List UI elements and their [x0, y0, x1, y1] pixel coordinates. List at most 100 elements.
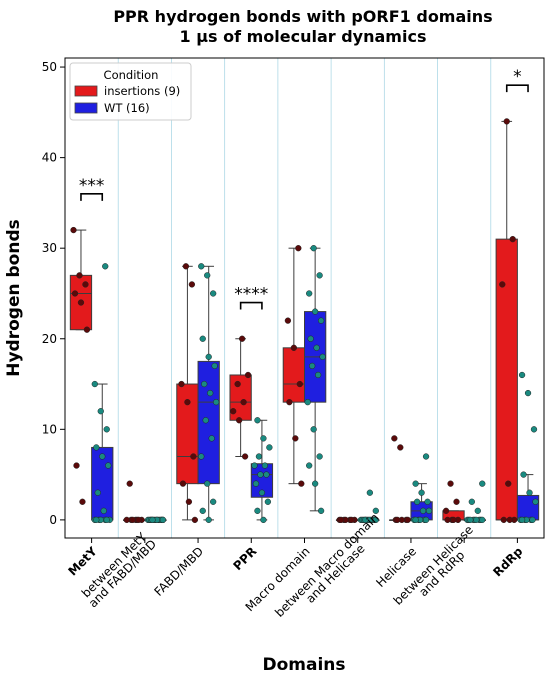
- data-point: [103, 516, 110, 524]
- data-point: [424, 498, 431, 505]
- data-point: [316, 453, 323, 460]
- data-point: [100, 507, 107, 514]
- data-point: [419, 507, 427, 514]
- y-axis-ticks: 0 10 20 30 40 50: [42, 60, 65, 527]
- legend: Condition insertions (9) WT (16): [69, 62, 192, 121]
- data-point: [319, 353, 326, 361]
- data-point: [295, 245, 302, 252]
- chart-subtitle: 1 µs of molecular dynamics: [180, 27, 427, 46]
- data-point: [310, 245, 317, 252]
- data-point: [266, 444, 273, 451]
- x-tick-label: between MetYand FABD/MBD: [77, 528, 159, 610]
- data-point: [479, 516, 486, 524]
- data-point: [202, 417, 209, 424]
- data-point: [71, 290, 79, 297]
- legend-frame: [69, 62, 192, 121]
- data-point: [252, 480, 260, 487]
- data-point: [391, 435, 398, 442]
- data-point: [123, 516, 130, 524]
- data-point: [372, 516, 379, 524]
- data-point: [310, 426, 317, 433]
- data-point: [234, 380, 241, 388]
- data-point: [70, 226, 77, 234]
- data-point: [94, 489, 101, 496]
- y-tick-label: 30: [42, 241, 57, 255]
- x-tick-label: PPR: [231, 544, 260, 573]
- data-point: [500, 516, 507, 524]
- data-point: [532, 498, 539, 505]
- data-point: [205, 516, 212, 524]
- data-point: [254, 417, 261, 424]
- data-point: [73, 462, 80, 469]
- data-point: [418, 489, 425, 496]
- data-point: [210, 290, 217, 297]
- data-point: [425, 507, 433, 514]
- data-point: [311, 308, 319, 315]
- data-point: [337, 516, 345, 524]
- data-point: [422, 516, 430, 524]
- data-point: [213, 399, 220, 406]
- data-point: [412, 516, 419, 524]
- data-point: [450, 516, 457, 524]
- significance-label: *: [513, 67, 522, 87]
- data-point: [149, 516, 156, 524]
- data-point: [199, 335, 206, 342]
- data-point: [317, 317, 325, 324]
- y-tick-label: 10: [42, 422, 57, 436]
- y-tick-label: 40: [42, 151, 57, 165]
- legend-title: Condition: [104, 68, 159, 82]
- data-point: [309, 362, 316, 370]
- data-point: [230, 408, 237, 415]
- data-point: [79, 498, 86, 505]
- box-rect: [495, 238, 518, 521]
- data-point: [422, 453, 430, 460]
- data-point: [286, 399, 293, 406]
- data-point: [255, 453, 263, 460]
- data-point: [505, 480, 512, 487]
- data-point: [296, 380, 303, 388]
- data-point: [362, 516, 369, 524]
- data-point: [473, 516, 480, 524]
- data-point: [190, 453, 197, 460]
- data-point: [83, 326, 91, 333]
- data-point: [258, 489, 266, 496]
- significance-bracket: [80, 193, 104, 201]
- data-point: [82, 281, 89, 288]
- y-tick-label: 50: [42, 60, 57, 74]
- data-point: [159, 516, 167, 524]
- data-point: [103, 426, 110, 433]
- data-point: [311, 480, 319, 487]
- data-point: [251, 462, 258, 469]
- data-point: [135, 516, 142, 524]
- data-point: [204, 272, 211, 279]
- data-point: [241, 453, 249, 460]
- significance-label: ***: [79, 176, 105, 196]
- data-point: [499, 281, 506, 288]
- legend-label-insertions: insertions (9): [104, 84, 180, 98]
- data-point: [178, 380, 185, 388]
- data-point: [444, 516, 451, 524]
- data-point: [264, 498, 272, 505]
- data-point: [97, 408, 104, 415]
- data-point: [184, 399, 191, 406]
- data-point: [188, 281, 196, 288]
- data-point: [467, 516, 474, 524]
- data-point: [526, 489, 533, 496]
- data-point: [306, 462, 313, 469]
- data-point: [404, 516, 411, 524]
- data-point: [238, 335, 246, 342]
- data-point: [211, 362, 218, 370]
- data-point: [307, 335, 314, 342]
- significance-bracket: [239, 301, 263, 310]
- data-point: [261, 462, 269, 469]
- data-point: [474, 507, 481, 514]
- data-point: [99, 453, 106, 460]
- x-tick-label: FABD/MBD: [151, 544, 206, 599]
- data-point: [210, 498, 217, 505]
- data-point: [518, 371, 526, 379]
- plot-frame: [64, 57, 545, 539]
- data-point: [204, 480, 211, 487]
- data-point: [260, 435, 267, 442]
- data-point: [372, 507, 379, 514]
- data-point: [284, 317, 292, 324]
